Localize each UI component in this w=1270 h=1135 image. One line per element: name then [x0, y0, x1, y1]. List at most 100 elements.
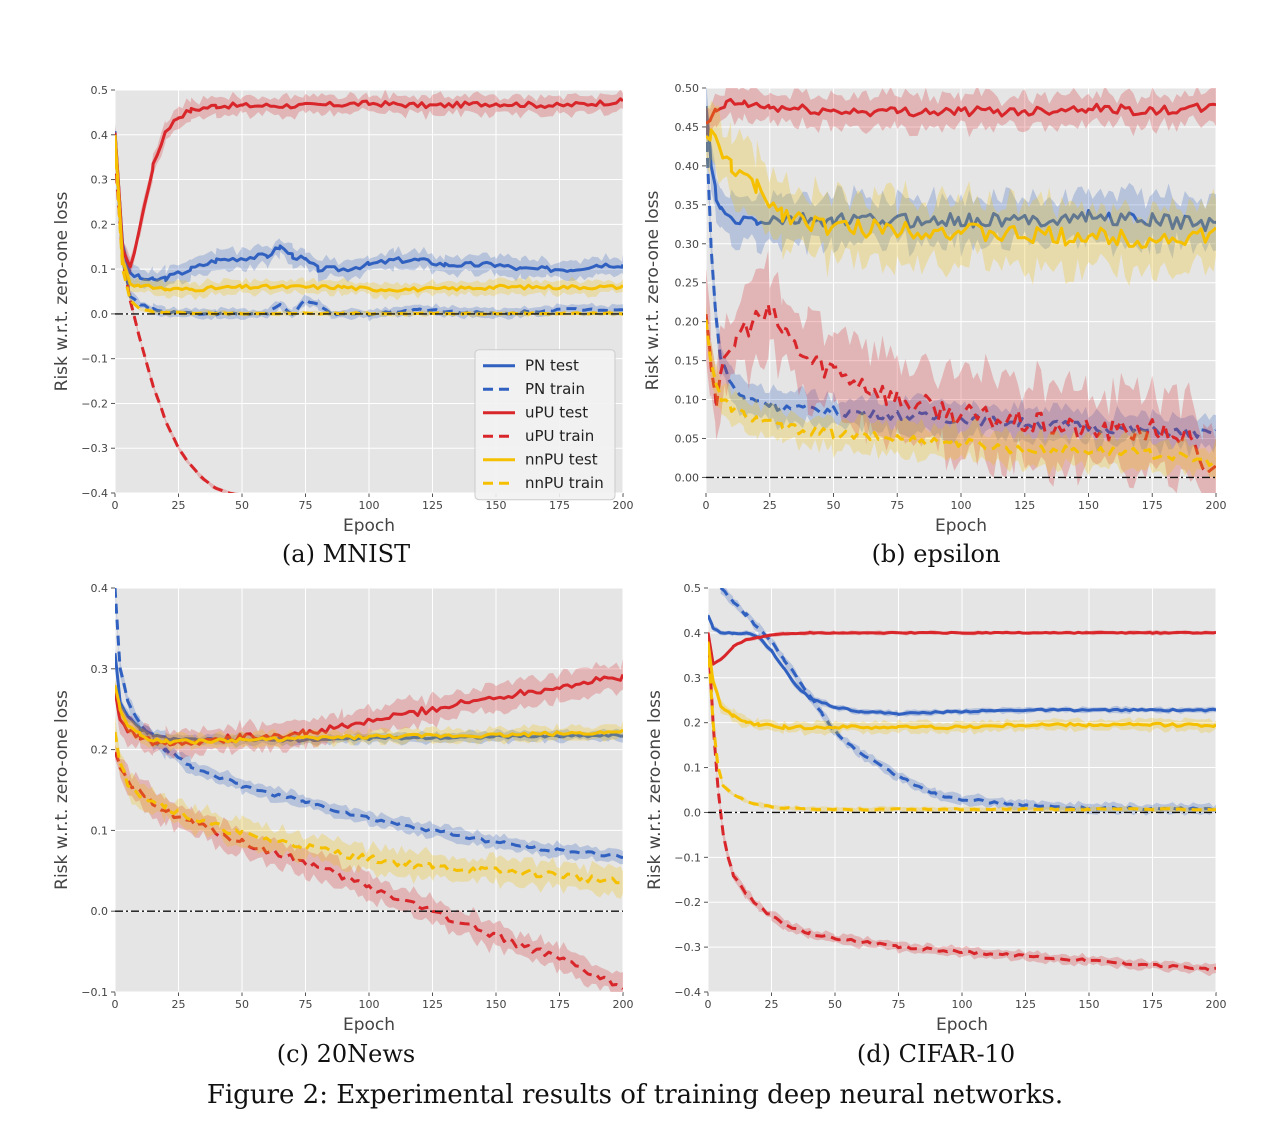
x-tick-label: 200: [613, 499, 634, 512]
x-tick-label: 100: [952, 998, 973, 1011]
x-tick-label: 125: [422, 998, 443, 1011]
y-tick-label: −0.4: [674, 986, 701, 999]
series-group: [708, 588, 1216, 977]
line-pn-train: [115, 588, 623, 860]
x-tick-label: 50: [235, 499, 249, 512]
y-tick-label: 0.1: [91, 824, 109, 837]
chart-d-cifar-10: 0 25 50 75 100 125 150 175 200 −0.4 −0.3 −0.2 −0.1 0.…: [645, 582, 1227, 1035]
y-tick-label: 0.15: [675, 355, 700, 368]
caption-20news: (c) 20News: [276, 1040, 416, 1068]
y-tick-label: 0.4: [684, 627, 702, 640]
x-tick-label: 150: [1079, 998, 1100, 1011]
x-tick-label: 25: [763, 499, 777, 512]
x-axis-label: Epoch: [343, 516, 395, 536]
y-tick-label: 0.1: [684, 762, 702, 775]
x-tick-label: 50: [235, 998, 249, 1011]
line-upu-train: [708, 633, 1216, 972]
legend-label-nnpu-test: nnPU test: [525, 451, 598, 469]
y-tick-label: 0.2: [684, 717, 702, 730]
x-tick-label: 75: [892, 998, 906, 1011]
y-tick-label: 0.3: [91, 663, 109, 676]
chart-a-mnist: 0 25 50 75 100 125 150 175 200 −0.4 −0.3 −0.2 −0.1 0.…: [52, 84, 634, 536]
y-tick-label: −0.2: [81, 397, 108, 410]
line-nnpu-train: [706, 319, 1216, 468]
x-tick-label: 150: [1078, 499, 1099, 512]
y-axis-label: Risk w.r.t. zero-one loss: [645, 690, 665, 890]
line-pn-test: [708, 614, 1216, 716]
x-tick-label: 75: [299, 998, 313, 1011]
legend-label-upu-train: uPU train: [525, 427, 594, 445]
line-nnpu-test: [708, 642, 1216, 731]
y-tick-label: 0.4: [91, 129, 109, 142]
x-tick-label: 150: [486, 499, 507, 512]
x-tick-label: 0: [703, 499, 710, 512]
y-tick-label: 0.20: [675, 316, 700, 329]
line-upu-test: [115, 97, 623, 269]
y-tick-label: 0.2: [91, 744, 109, 757]
band-nnpu-test: [115, 131, 623, 301]
caption-epsilon: (b) epsilon: [871, 540, 1001, 568]
line-nnpu-test: [115, 134, 623, 293]
y-tick-label: 0.5: [91, 84, 109, 97]
x-tick-label: 100: [359, 998, 380, 1011]
x-tick-label: 125: [1015, 998, 1036, 1011]
y-tick-label: 0.0: [91, 308, 109, 321]
y-tick-label: 0.00: [675, 471, 700, 484]
legend-box: [474, 349, 616, 501]
x-tick-label: 175: [549, 998, 570, 1011]
legend-label-pn-train: PN train: [525, 380, 585, 398]
y-tick-label: 0.0: [684, 806, 702, 819]
caption-cifar10: (d) CIFAR-10: [856, 1040, 1016, 1068]
x-tick-label: 50: [828, 998, 842, 1011]
x-tick-label: 25: [172, 499, 186, 512]
y-tick-label: 0.35: [675, 199, 700, 212]
x-tick-label: 50: [827, 499, 841, 512]
legend-label-nnpu-train: nnPU train: [525, 474, 604, 492]
band-nnpu-train: [115, 715, 623, 899]
x-tick-label: 25: [765, 998, 779, 1011]
x-tick-label: 0: [705, 998, 712, 1011]
x-tick-label: 150: [486, 998, 507, 1011]
band-pn-test: [115, 124, 623, 290]
line-upu-test: [706, 97, 1216, 125]
y-tick-label: 0.2: [91, 218, 109, 231]
chart-c-20news: 0 25 50 75 100 125 150 175 200 −0.1 0.0 0.1 0.2 0.3 0.…: [52, 582, 634, 1035]
x-tick-label: 100: [359, 499, 380, 512]
y-tick-label: 0.10: [675, 394, 700, 407]
x-tick-label: 0: [112, 499, 119, 512]
line-pn-test: [706, 105, 1216, 233]
x-tick-label: 0: [112, 998, 119, 1011]
x-axis-label: Epoch: [935, 516, 987, 536]
legend: PN test PN train uPU test uPU train nnPU tes…: [474, 349, 616, 501]
y-tick-label: −0.1: [81, 986, 108, 999]
x-axis-label: Epoch: [343, 1015, 395, 1035]
line-upu-train: [115, 751, 623, 990]
y-tick-label: 0.5: [684, 582, 702, 595]
band-upu-train: [706, 250, 1216, 493]
y-tick-label: 0.25: [675, 277, 700, 290]
y-tick-label: 0.1: [91, 263, 109, 276]
y-tick-label: −0.1: [674, 851, 701, 864]
band-upu-train: [115, 744, 623, 992]
x-tick-label: 175: [1142, 998, 1163, 1011]
line-nnpu-test: [115, 684, 623, 745]
y-tick-label: 0.3: [91, 174, 109, 187]
x-tick-label: 75: [299, 499, 313, 512]
band-upu-test: [115, 659, 623, 760]
x-tick-label: 175: [549, 499, 570, 512]
x-tick-label: 200: [1206, 499, 1227, 512]
y-tick-label: −0.2: [674, 896, 701, 909]
x-tick-label: 175: [1142, 499, 1163, 512]
y-axis-label: Risk w.r.t. zero-one loss: [52, 191, 72, 391]
y-axis-label: Risk w.r.t. zero-one loss: [643, 190, 663, 390]
y-tick-label: −0.4: [81, 487, 108, 500]
x-tick-label: 200: [1206, 998, 1227, 1011]
legend-label-upu-test: uPU test: [525, 404, 588, 422]
y-tick-label: 0.3: [684, 672, 702, 685]
band-upu-test: [115, 90, 623, 276]
figure-caption: Figure 2: Experimental results of traini…: [206, 1080, 1064, 1110]
band-pn-train: [706, 114, 1216, 458]
line-nnpu-train: [115, 731, 623, 885]
y-tick-label: −0.1: [81, 353, 108, 366]
